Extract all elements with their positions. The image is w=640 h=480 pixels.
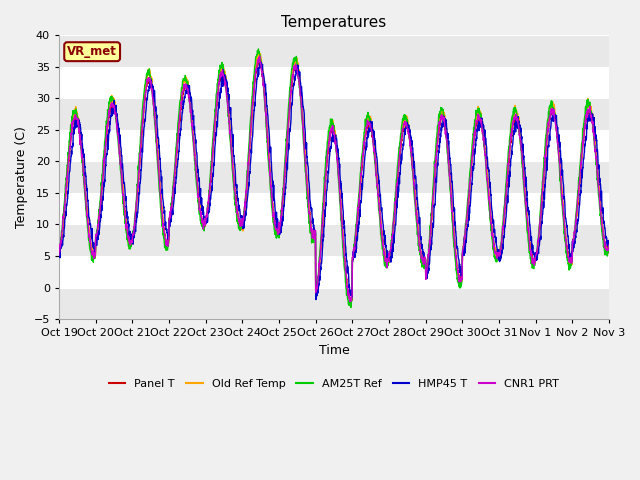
Legend: Panel T, Old Ref Temp, AM25T Ref, HMP45 T, CNR1 PRT: Panel T, Old Ref Temp, AM25T Ref, HMP45 … (104, 374, 563, 393)
AM25T Ref (605, 241, 612, 247)
CNR1 PRT (350, 245, 358, 251)
Old Ref Temp (605, 245, 612, 251)
CNR1 PRT (572, 219, 580, 225)
Old Ref Temp (557, 166, 564, 171)
AM25T Ref (572, 213, 580, 218)
Old Ref Temp (362, 122, 370, 128)
Old Ref Temp (55, 249, 63, 255)
CNR1 PRT (55, 252, 63, 258)
HMP45 T (557, 156, 564, 162)
Text: VR_met: VR_met (67, 45, 117, 58)
Old Ref Temp (346, 300, 354, 305)
Bar (59, 288, 609, 319)
Panel T (572, 218, 580, 224)
X-axis label: Time: Time (319, 344, 349, 357)
Panel T (494, 253, 502, 259)
AM25T Ref (362, 117, 370, 122)
AM25T Ref (55, 253, 63, 259)
Panel T (255, 56, 262, 62)
HMP45 T (257, 59, 265, 65)
Panel T (348, 299, 355, 304)
CNR1 PRT (347, 299, 355, 304)
HMP45 T (572, 229, 580, 235)
CNR1 PRT (494, 252, 502, 258)
HMP45 T (55, 252, 63, 257)
Panel T (55, 248, 63, 254)
HMP45 T (209, 180, 216, 186)
Old Ref Temp (209, 161, 216, 167)
Title: Temperatures: Temperatures (282, 15, 387, 30)
Old Ref Temp (255, 48, 263, 54)
AM25T Ref (209, 145, 216, 151)
Old Ref Temp (494, 253, 502, 259)
HMP45 T (362, 142, 370, 147)
HMP45 T (605, 243, 612, 249)
AM25T Ref (347, 305, 355, 311)
AM25T Ref (557, 186, 564, 192)
CNR1 PRT (256, 53, 264, 59)
HMP45 T (350, 252, 358, 257)
Panel T (350, 245, 358, 251)
CNR1 PRT (362, 124, 370, 130)
CNR1 PRT (605, 242, 612, 248)
Line: Panel T: Panel T (59, 59, 609, 301)
Line: CNR1 PRT: CNR1 PRT (59, 56, 609, 301)
AM25T Ref (255, 46, 262, 52)
Bar (59, 161, 609, 193)
Line: HMP45 T: HMP45 T (59, 62, 609, 300)
CNR1 PRT (557, 176, 564, 181)
Line: Old Ref Temp: Old Ref Temp (59, 51, 609, 302)
Panel T (362, 128, 370, 133)
HMP45 T (494, 247, 502, 253)
AM25T Ref (350, 245, 358, 251)
Old Ref Temp (350, 245, 358, 251)
Line: AM25T Ref: AM25T Ref (59, 49, 609, 308)
Bar (59, 225, 609, 256)
Bar (59, 36, 609, 67)
Bar (59, 98, 609, 130)
Panel T (209, 157, 216, 163)
Y-axis label: Temperature (C): Temperature (C) (15, 126, 28, 228)
Old Ref Temp (572, 217, 580, 223)
Panel T (605, 245, 612, 251)
Panel T (557, 173, 564, 179)
CNR1 PRT (209, 153, 216, 159)
AM25T Ref (494, 253, 502, 259)
HMP45 T (312, 297, 320, 302)
